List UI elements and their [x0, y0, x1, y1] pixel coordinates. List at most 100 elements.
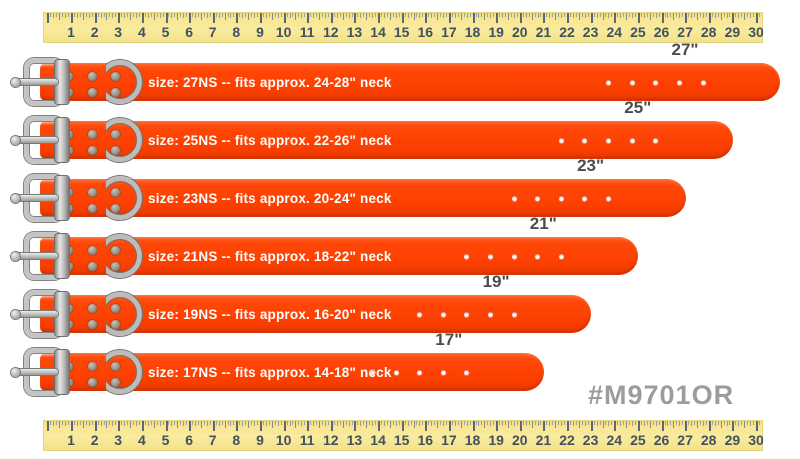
ruler-tick	[236, 421, 239, 431]
ruler-tick	[218, 13, 220, 18]
ruler-tick	[94, 421, 97, 431]
ruler-tick	[274, 421, 276, 425]
strap-hole	[464, 253, 470, 259]
ruler-tick	[316, 421, 318, 425]
ruler-number: 11	[299, 24, 315, 40]
ruler-tick	[484, 421, 486, 428]
ruler-tick	[531, 421, 533, 428]
ruler-tick	[153, 421, 155, 428]
ruler-tick	[658, 421, 660, 425]
ruler-tick	[345, 421, 347, 425]
ruler-tick	[578, 13, 580, 20]
buckle-prong-tip	[11, 309, 20, 319]
ruler-tick	[478, 421, 480, 426]
ruler-tick	[525, 13, 527, 18]
ruler-tick	[372, 13, 374, 18]
ruler-tick	[564, 13, 566, 17]
ruler-tick	[581, 421, 583, 425]
ruler-tick	[623, 421, 625, 425]
ruler-tick	[702, 421, 704, 426]
ruler-tick	[451, 13, 453, 17]
ruler-tick	[133, 13, 134, 17]
ruler-tick	[611, 13, 613, 17]
ruler-number: 17	[441, 24, 457, 40]
d-ring-curve	[106, 118, 142, 162]
rivet	[87, 87, 97, 97]
ruler-tick	[47, 421, 50, 431]
ruler-tick	[696, 13, 698, 20]
collar-size-label: size: 23NS -- fits approx. 20-24" neck	[148, 191, 392, 206]
ruler-tick	[180, 421, 182, 425]
ruler-tick	[510, 13, 512, 17]
ruler-tick	[336, 13, 338, 18]
ruler-number: 25	[630, 432, 646, 448]
ruler-tick	[726, 13, 728, 18]
ruler-tick	[138, 13, 140, 17]
ruler-tick	[153, 13, 155, 20]
ruler-tick	[100, 421, 102, 426]
ruler-tick	[664, 13, 666, 17]
ruler-tick	[183, 13, 185, 18]
ruler-tick	[481, 13, 483, 17]
ruler-tick	[183, 421, 185, 426]
ruler-tick	[434, 421, 436, 425]
ruler-tick	[570, 13, 571, 17]
ruler-tick	[324, 421, 326, 426]
ruler-number: 6	[185, 24, 193, 40]
ruler-tick	[422, 421, 424, 425]
ruler-tick	[605, 421, 607, 425]
ruler-tick	[378, 421, 381, 431]
ruler-tick	[384, 13, 385, 18]
ruler-tick	[319, 13, 320, 20]
ruler-tick	[245, 13, 247, 17]
buckle-prong	[11, 309, 58, 319]
ruler-tick	[236, 13, 239, 23]
buckle-prong	[11, 251, 58, 261]
ruler-tick	[200, 421, 202, 428]
ruler-tick	[708, 13, 711, 23]
ruler-tick	[389, 13, 391, 20]
ruler-tick	[121, 13, 123, 17]
ruler-number: 22	[559, 432, 575, 448]
ruler-tick	[626, 421, 628, 428]
ruler-tick	[747, 421, 749, 425]
ruler-tick	[460, 13, 462, 20]
ruler-number: 23	[582, 24, 599, 40]
strap-keeper	[55, 234, 69, 278]
ruler-tick	[528, 421, 530, 425]
ruler-number: 5	[161, 432, 170, 448]
ruler-tick	[475, 13, 477, 17]
ruler-tick	[144, 13, 146, 17]
ruler-tick	[242, 13, 244, 18]
ruler-tick	[233, 13, 235, 17]
ruler-tick	[699, 13, 701, 17]
ruler-tick	[614, 421, 617, 431]
ruler-tick	[407, 421, 409, 426]
ruler-tick	[655, 13, 657, 18]
ruler-tick	[121, 421, 123, 425]
ruler-tick	[629, 13, 630, 17]
ruler-tick	[555, 421, 557, 428]
ruler-tick	[643, 421, 645, 426]
ruler-tick	[177, 13, 179, 20]
product-code: #M9701OR	[588, 380, 735, 410]
ruler-tick	[115, 13, 117, 17]
ruler-tick	[313, 421, 315, 426]
ruler-tick	[141, 13, 144, 23]
ruler-tick	[156, 13, 158, 17]
ruler-tick	[277, 421, 279, 426]
ruler-tick	[472, 13, 475, 23]
strap-keeper	[55, 60, 69, 104]
ruler-tick	[750, 13, 752, 18]
ruler-tick	[646, 421, 648, 425]
ruler-tick	[150, 13, 152, 17]
ruler-number: 18	[464, 24, 481, 40]
rivet	[87, 261, 97, 271]
ruler-tick	[496, 421, 499, 431]
ruler-tick	[76, 421, 78, 426]
ruler-number: 14	[370, 432, 386, 448]
ruler-tick	[162, 13, 164, 17]
ruler-tick	[106, 13, 108, 20]
rivet	[87, 319, 97, 329]
ruler-tick	[386, 421, 388, 425]
